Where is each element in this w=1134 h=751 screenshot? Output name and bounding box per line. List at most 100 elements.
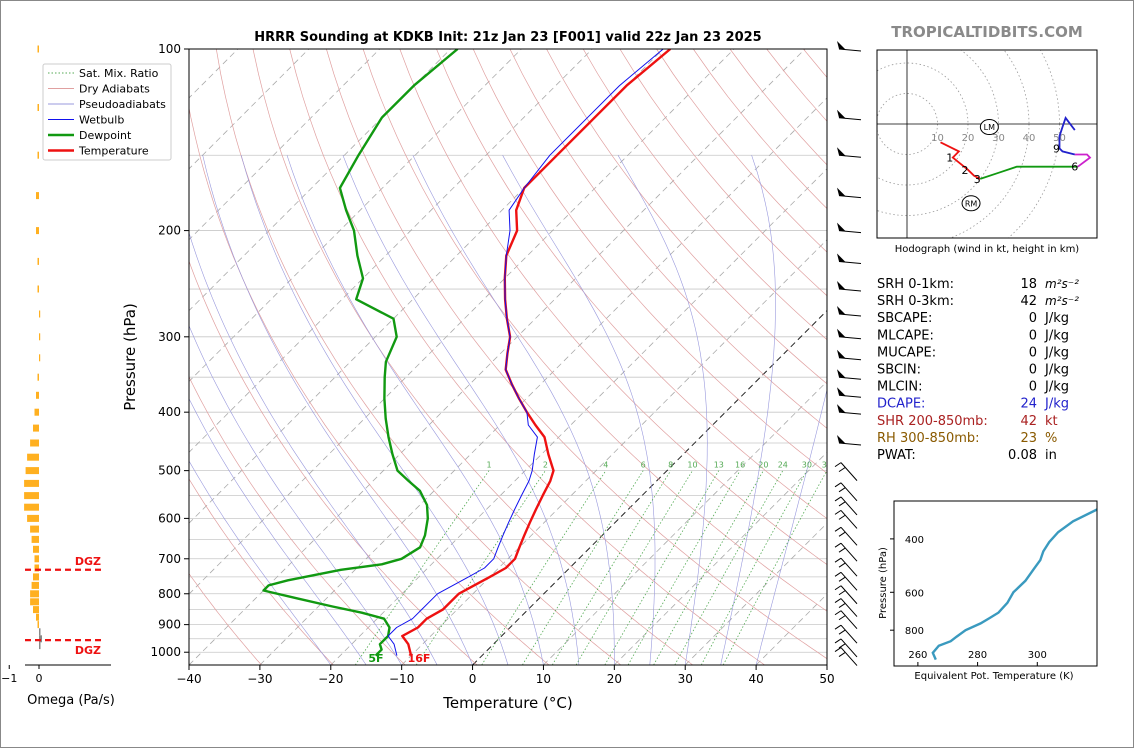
chart-title: HRRR Sounding at KDKB Init: 21z Jan 23 [… (254, 30, 761, 45)
barb-staff (840, 571, 858, 591)
barb-staff (840, 526, 858, 546)
omega-bar (33, 424, 39, 432)
x-tick-label: 50 (819, 672, 834, 686)
theta-e-tick-label: 260 (908, 650, 927, 661)
omega-bar (30, 525, 39, 533)
x-tick-label: −40 (176, 672, 201, 686)
wind-barb (834, 542, 858, 562)
hodograph-height-label: 9 (1053, 142, 1060, 155)
x-tick-label: 30 (678, 672, 693, 686)
stat-label: MUCAPE: (877, 345, 936, 360)
omega-bar (31, 581, 39, 589)
omega-bar (37, 45, 39, 53)
y-tick-label: 500 (158, 464, 181, 478)
surface-dewpoint-label: 5F (368, 652, 383, 665)
pseudoadiabat-line (502, 155, 656, 665)
wind-barb (834, 482, 858, 502)
dry-adiabat-line (326, 49, 827, 660)
stat-label: SBCAPE: (877, 311, 932, 326)
dry-adiabat-line (766, 49, 827, 122)
isotherm-line (330, 168, 827, 665)
x-tick-label: −20 (318, 672, 343, 686)
stat-unit: % (1045, 431, 1057, 446)
stat-value: 42 (1020, 414, 1037, 429)
barb-staff (840, 638, 858, 658)
stats-table: SRH 0-1km: 18 m²s⁻² SRH 0-3km: 42 m²s⁻² SBCAPE… (877, 277, 1079, 463)
wind-barb (834, 496, 858, 516)
isotherm-line (189, 49, 380, 241)
wind-barb (834, 585, 858, 605)
wind-barb (834, 610, 858, 630)
barb-pennant (837, 435, 846, 445)
barb-flag (838, 467, 846, 473)
mixing-ratio-label: 30 (802, 461, 812, 470)
omega-bar (37, 621, 39, 629)
mixing-ratio-label: 16 (735, 461, 745, 470)
omega-bar (39, 628, 41, 636)
dry-adiabat-line (189, 106, 550, 665)
barb-flag (834, 509, 842, 515)
pseudoadiabat-line (202, 155, 473, 665)
omega-bar (33, 545, 39, 553)
legend-entry: Dry Adiabats (79, 83, 150, 96)
barb-flag (838, 603, 846, 608)
barb-staff (840, 462, 858, 481)
omega-bar (37, 257, 39, 265)
omega-bar (30, 598, 39, 606)
barb-flag (834, 638, 842, 644)
mixing-ratio-line (722, 470, 827, 665)
barb-pennant (837, 404, 846, 414)
stat-label: MLCIN: (877, 380, 922, 395)
dry-adiabat-line (546, 49, 827, 385)
wind-barb (834, 462, 858, 481)
x-tick-label: 40 (748, 672, 763, 686)
isotherm-line (401, 239, 827, 665)
pseudoadiabat-line (189, 398, 367, 665)
theta-e-line (931, 508, 1097, 661)
wind-barb (837, 328, 862, 340)
barb-flag (834, 496, 842, 502)
omega-tick-label: −1 (1, 672, 17, 685)
stat-label: DCAPE: (877, 397, 925, 412)
hodograph-height-label: 2 (962, 164, 969, 177)
theta-e-xlabel: Equivalent Pot. Temperature (K) (914, 671, 1073, 682)
stat-unit: in (1045, 448, 1057, 463)
isotherm-line (189, 49, 735, 595)
isotherm-line (614, 451, 827, 665)
storm-motion-label: LM (984, 123, 995, 132)
skewt-legend: Sat. Mix. Ratio Dry Adiabats Pseudoadiabat… (42, 63, 172, 161)
theta-e-ytick-label: 400 (905, 535, 924, 546)
dry-adiabat-line (436, 49, 827, 520)
stat-label: RH 300-850mb: (877, 431, 980, 446)
mixing-ratio-line (415, 470, 546, 665)
mixing-ratio-label: 10 (687, 461, 697, 470)
barb-flag (834, 624, 842, 630)
barb-flag (834, 526, 842, 532)
y-tick-label: 600 (158, 511, 181, 525)
omega-bar (33, 573, 39, 581)
barb-flag (838, 547, 846, 553)
dry-adiabat-line (399, 49, 827, 566)
isotherm-line (189, 49, 310, 170)
barb-flag (838, 643, 846, 649)
barb-flag (838, 629, 846, 635)
wind-barb (837, 349, 862, 361)
barb-flag (834, 571, 842, 577)
barb-pennant (837, 41, 846, 50)
omega-bar (27, 453, 39, 461)
wind-barb (834, 647, 858, 666)
barb-flag (834, 647, 842, 653)
pseudoadiabat-line (240, 155, 509, 665)
barb-staff (840, 585, 858, 605)
omega-bar (24, 503, 39, 511)
y-tick-label: 900 (158, 618, 181, 632)
hodograph-ring-label: 30 (992, 133, 1005, 144)
hodograph-height-label: 3 (974, 173, 981, 186)
omega-bar (36, 227, 39, 235)
barb-staff (840, 542, 858, 562)
wind-barb (837, 387, 862, 398)
stat-value: 24 (1020, 397, 1037, 412)
